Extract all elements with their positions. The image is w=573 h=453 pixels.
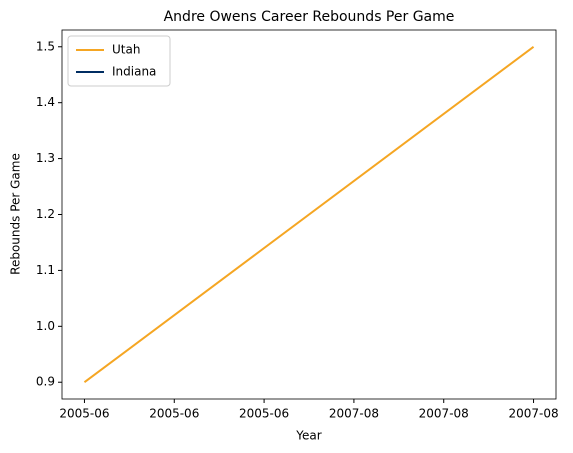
legend-label: Utah bbox=[112, 43, 140, 57]
x-tick-label: 2005-06 bbox=[149, 407, 199, 421]
y-tick-label: 1.5 bbox=[36, 39, 55, 53]
legend-label: Indiana bbox=[112, 65, 156, 79]
chart-title: Andre Owens Career Rebounds Per Game bbox=[164, 9, 455, 25]
legend-box bbox=[67, 35, 171, 87]
y-tick-label: 1.0 bbox=[36, 319, 55, 333]
plot-frame bbox=[61, 29, 557, 400]
x-tick-label: 2005-06 bbox=[59, 407, 109, 421]
y-tick-label: 0.9 bbox=[36, 375, 55, 389]
y-axis-label: Rebounds Per Game bbox=[9, 153, 23, 275]
y-tick-label: 1.3 bbox=[36, 151, 55, 165]
x-tick-label: 2007-08 bbox=[419, 407, 469, 421]
line bbox=[83, 45, 535, 384]
y-tick-label: 1.2 bbox=[36, 207, 55, 221]
x-axis-label: Year bbox=[295, 429, 321, 443]
y-tick-label: 1.1 bbox=[36, 263, 55, 277]
y-tick-label: 1.4 bbox=[36, 95, 55, 109]
x-tick-label: 2007-08 bbox=[508, 407, 558, 421]
x-tick-label: 2005-06 bbox=[239, 407, 289, 421]
x-tick-label: 2007-08 bbox=[329, 407, 379, 421]
